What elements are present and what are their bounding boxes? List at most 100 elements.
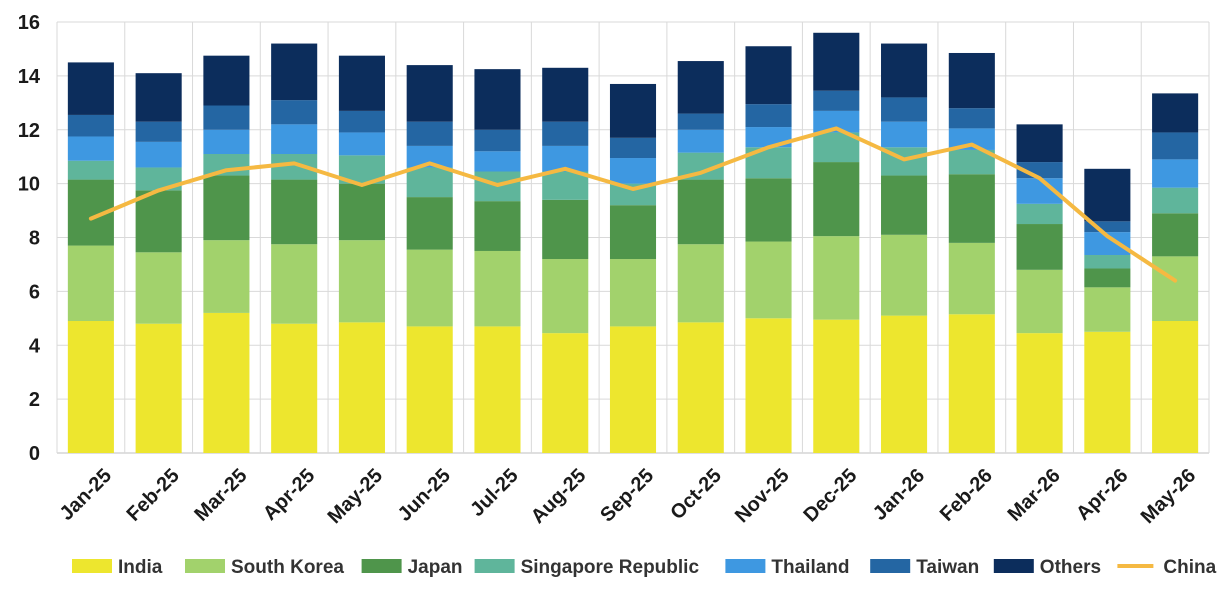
bar-segment-south-korea (542, 259, 589, 334)
bar-segment-singapore-republic (203, 153, 250, 176)
bar-segment-india (406, 326, 453, 453)
bar-segment-india (609, 326, 657, 453)
bar-segment-south-korea (948, 242, 995, 315)
legend-label: Japan (408, 557, 463, 578)
bar-segment-japan (271, 179, 318, 245)
bar-segment-thailand (677, 129, 724, 153)
bar-segment-taiwan (1152, 132, 1199, 160)
bar-segment-japan (406, 197, 453, 250)
legend-swatch (474, 559, 515, 573)
bar-segment-india (948, 314, 995, 453)
bar-segment-india (67, 321, 114, 453)
bar-segment-singapore-republic (406, 167, 453, 198)
bar-segment-others (67, 62, 114, 115)
y-axis-tick-labels: 0 2 4 6 8 10 12 14 16 (18, 12, 41, 465)
legend-label: China (1163, 557, 1216, 578)
legend-swatch (185, 559, 225, 573)
bar-segment-japan (745, 178, 792, 242)
bar-segment-taiwan (881, 97, 928, 122)
legend-item-china: China (1117, 557, 1217, 578)
bar-segment-japan (203, 175, 250, 241)
bar-stack-feb-26 (948, 52, 995, 453)
bar-stacks (67, 32, 1199, 453)
bar-segment-south-korea (813, 236, 860, 320)
bar-segment-others (135, 73, 182, 122)
bar-segment-thailand (474, 151, 521, 172)
bar-segment-taiwan (67, 114, 114, 137)
y-tick-label: 12 (18, 120, 40, 142)
bar-segment-japan (881, 175, 928, 235)
bar-segment-japan (609, 205, 657, 260)
bar-segment-south-korea (609, 259, 657, 327)
bar-segment-india (542, 333, 589, 453)
bar-segment-south-korea (1152, 256, 1199, 322)
bar-segment-taiwan (677, 113, 724, 130)
bar-stack-may-25 (338, 55, 385, 453)
bar-stack-jan-25 (67, 62, 114, 453)
bar-segment-japan (542, 199, 589, 260)
bar-segment-thailand (609, 158, 657, 184)
bar-segment-singapore-republic (1016, 203, 1063, 225)
bar-segment-singapore-republic (1152, 187, 1199, 214)
bar-segment-japan (1016, 224, 1063, 270)
bar-segment-south-korea (881, 234, 928, 316)
y-tick-label: 4 (29, 335, 41, 357)
legend-item-taiwan: Taiwan (870, 557, 979, 578)
bar-segment-singapore-republic (609, 183, 657, 206)
bar-segment-taiwan (542, 121, 589, 146)
legend-item-thailand: Thailand (725, 557, 850, 578)
y-tick-label: 8 (29, 228, 40, 250)
bar-segment-others (1016, 124, 1063, 163)
bar-segment-india (271, 323, 318, 453)
legend-item-south-korea: South Korea (185, 557, 344, 578)
bar-segment-thailand (67, 136, 114, 161)
bar-segment-taiwan (1084, 221, 1131, 233)
y-tick-label: 0 (29, 443, 40, 465)
bar-segment-india (745, 318, 792, 453)
bar-segment-others (609, 83, 657, 138)
bar-segment-thailand (948, 128, 995, 150)
bar-segment-taiwan (948, 108, 995, 129)
bar-segment-others (203, 55, 250, 106)
bar-segment-others (1152, 93, 1199, 133)
bar-segment-taiwan (203, 105, 250, 130)
bar-stack-oct-25 (677, 61, 724, 453)
bar-segment-india (135, 323, 182, 453)
bar-segment-thailand (135, 141, 182, 168)
legend-label: Thailand (771, 557, 849, 578)
bar-segment-taiwan (745, 104, 792, 128)
legend-label: South Korea (231, 557, 344, 578)
bar-segment-others (271, 43, 318, 101)
legend-item-singapore-republic: Singapore Republic (474, 557, 699, 578)
bar-stack-sep-25 (609, 83, 657, 453)
bar-segment-thailand (406, 145, 453, 168)
bar-segment-india (677, 322, 724, 453)
bar-segment-others (948, 52, 995, 109)
legend: India South Korea Japan Singapore Republic T… (72, 557, 1217, 578)
bar-segment-singapore-republic (135, 167, 182, 191)
bar-segment-japan (338, 183, 385, 241)
bar-segment-south-korea (203, 240, 250, 313)
bar-segment-south-korea (271, 244, 318, 324)
legend-item-japan: Japan (361, 557, 463, 578)
bar-segment-india (1152, 321, 1199, 453)
bar-segment-singapore-republic (1084, 255, 1131, 269)
bar-segment-india (881, 315, 928, 453)
bar-segment-others (677, 61, 724, 114)
bar-stack-apr-25 (271, 43, 318, 453)
bar-segment-japan (677, 179, 724, 245)
legend-label: India (118, 557, 163, 578)
bar-stack-feb-25 (135, 73, 182, 453)
bar-segment-india (474, 326, 521, 453)
bar-segment-south-korea (135, 252, 182, 324)
bar-segment-south-korea (406, 249, 453, 327)
bar-segment-thailand (1084, 232, 1131, 256)
bar-segment-thailand (1152, 159, 1199, 188)
bar-segment-japan (1152, 213, 1199, 257)
legend-swatch (725, 559, 766, 573)
bar-segment-taiwan (813, 90, 860, 111)
bar-segment-thailand (203, 129, 250, 154)
legend-swatch (72, 559, 112, 573)
y-tick-label: 6 (29, 281, 40, 303)
bar-segment-others (338, 55, 385, 111)
